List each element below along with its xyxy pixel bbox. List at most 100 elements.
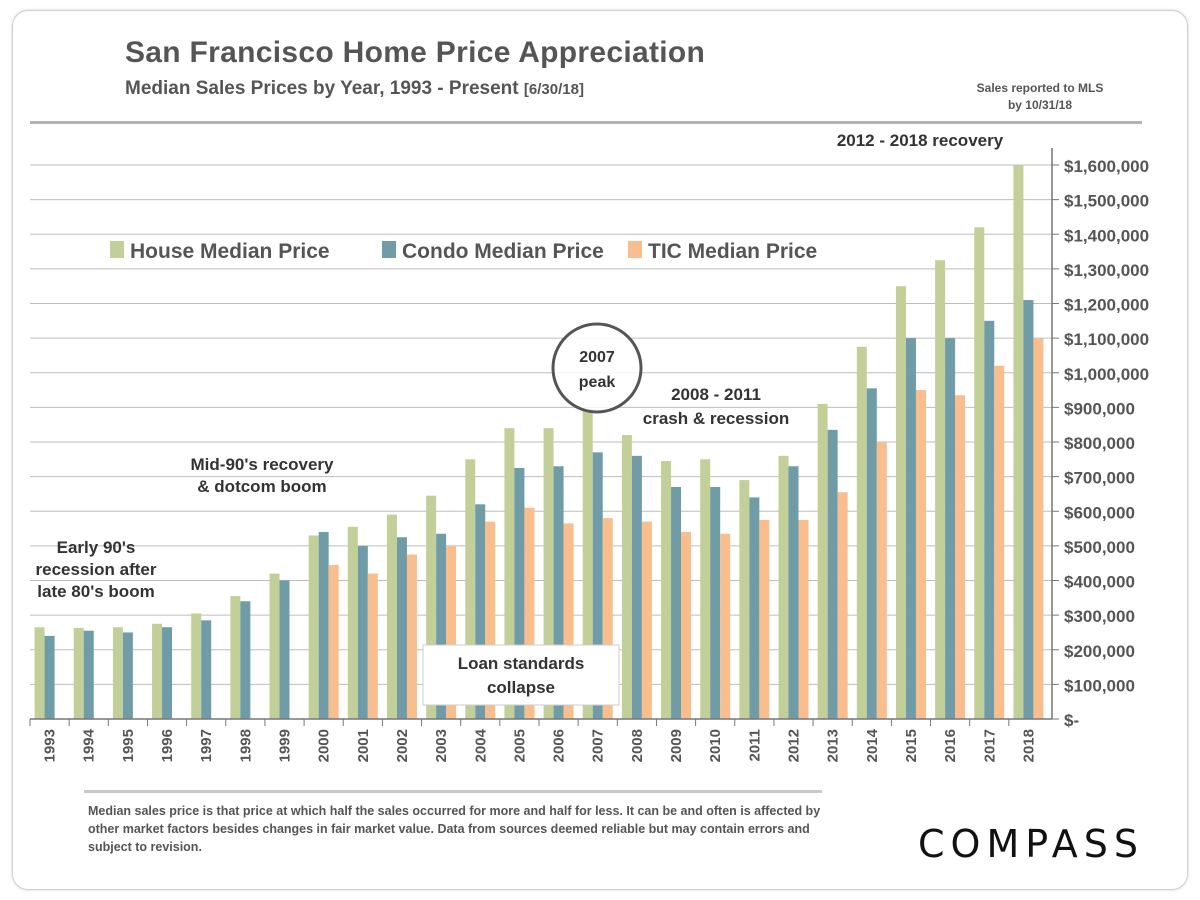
x-tick-label: 2011 <box>746 729 763 762</box>
x-tick-label: 1993 <box>42 729 59 762</box>
bar-house-1998 <box>230 596 241 719</box>
bar-house-2012 <box>778 455 789 719</box>
bar-condo-2017 <box>984 320 995 719</box>
bar-condo-1999 <box>279 580 290 719</box>
x-tick-label: 1995 <box>120 729 137 762</box>
bar-condo-1997 <box>201 620 212 719</box>
bar-house-2001 <box>347 526 358 719</box>
x-tick-label: 1999 <box>277 729 294 762</box>
peak-circle <box>551 322 643 414</box>
y-tick-label: $- <box>1064 711 1079 730</box>
x-tick-label: 2016 <box>942 729 959 762</box>
x-tick-label: 2013 <box>825 729 842 762</box>
annotation-mid-90s: & dotcom boom <box>197 477 326 496</box>
annotation-loan-standards: collapse <box>487 678 555 697</box>
bar-condo-2009 <box>671 487 682 719</box>
bar-tic-2007 <box>602 518 613 719</box>
x-tick-label: 1998 <box>237 729 254 762</box>
bar-tic-2008 <box>641 521 652 719</box>
x-tick-label: 2009 <box>668 729 685 762</box>
y-tick-label: $500,000 <box>1064 538 1135 557</box>
bar-tic-2004 <box>485 521 496 719</box>
y-tick-label: $900,000 <box>1064 399 1135 418</box>
legend-label: Condo Median Price <box>402 240 604 263</box>
bar-house-2015 <box>895 286 906 719</box>
bar-tic-2016 <box>955 395 966 719</box>
bar-house-1993 <box>34 627 45 719</box>
as-of-date: [6/30/18] <box>523 81 584 98</box>
bar-tic-2002 <box>406 554 417 719</box>
x-tick-label: 2014 <box>864 728 881 762</box>
x-tick-label: 2003 <box>433 729 450 762</box>
bar-tic-2010 <box>720 533 731 719</box>
bar-tic-2003 <box>446 545 457 719</box>
compass-logo: COMPASS <box>918 822 1144 866</box>
y-tick-label: $300,000 <box>1064 607 1135 626</box>
subtitle-text: Median Sales Prices by Year, 1993 - Pres… <box>125 78 519 99</box>
y-tick-label: $1,600,000 <box>1064 157 1149 176</box>
bar-house-1999 <box>269 573 280 719</box>
y-tick-label: $400,000 <box>1064 573 1135 592</box>
bar-house-2003 <box>426 495 437 719</box>
y-tick-label: $1,000,000 <box>1064 365 1149 384</box>
bar-house-1995 <box>112 627 123 719</box>
annotation-mid-90s: Mid-90's recovery <box>191 455 334 474</box>
y-tick-label: $1,500,000 <box>1064 192 1149 211</box>
annotation-loan-standards: Loan standards <box>458 654 585 673</box>
chart-subtitle: Median Sales Prices by Year, 1993 - Pres… <box>125 78 584 100</box>
bar-house-2014 <box>856 346 867 719</box>
bar-house-2011 <box>739 480 750 719</box>
bar-house-2006 <box>543 428 554 719</box>
x-tick-label: 1997 <box>198 729 215 762</box>
bar-house-2002 <box>386 514 397 719</box>
annotation-crash: 2008 - 2011 <box>671 385 761 404</box>
bar-condo-2006 <box>553 466 564 719</box>
bar-condo-2015 <box>905 338 916 719</box>
bar-tic-2012 <box>798 519 809 719</box>
bar-house-2007 <box>582 409 593 719</box>
legend-label: House Median Price <box>130 240 330 263</box>
bar-condo-2007 <box>592 452 603 719</box>
annotation-early-90s: Early 90's <box>57 538 136 557</box>
bar-condo-2000 <box>318 532 329 719</box>
bar-condo-2011 <box>749 497 760 719</box>
x-tick-label: 2017 <box>981 729 998 762</box>
footer-divider <box>84 790 822 793</box>
y-tick-label: $1,200,000 <box>1064 296 1149 315</box>
chart-card <box>12 10 1188 890</box>
bar-condo-2001 <box>357 545 368 719</box>
loan-standards-box <box>422 644 620 706</box>
footer-disclaimer: Median sales price is that price at whic… <box>88 804 821 854</box>
bar-condo-2012 <box>788 466 799 719</box>
x-tick-label: 2010 <box>707 729 724 762</box>
y-tick-label: $100,000 <box>1064 676 1135 695</box>
bar-condo-2005 <box>514 467 525 719</box>
bar-condo-2018 <box>1023 300 1034 719</box>
bar-house-1994 <box>73 627 84 719</box>
x-tick-label: 2004 <box>472 728 489 762</box>
legend-label: TIC Median Price <box>648 240 817 263</box>
bar-house-2008 <box>621 435 632 719</box>
x-tick-label: 2002 <box>394 729 411 762</box>
bar-tic-2001 <box>367 573 378 719</box>
x-tick-label: 2007 <box>590 729 607 762</box>
bar-tic-2006 <box>563 523 574 719</box>
x-tick-label: 2006 <box>551 729 568 762</box>
bar-house-2018 <box>1013 165 1024 719</box>
bar-house-2004 <box>465 459 476 719</box>
x-tick-label: 2012 <box>786 729 803 762</box>
y-tick-label: $600,000 <box>1064 503 1135 522</box>
sales-note: Sales reported to MLS by 10/31/18 <box>940 80 1140 114</box>
legend-swatch <box>110 241 124 258</box>
bar-tic-2000 <box>328 564 339 719</box>
bar-house-2005 <box>504 428 515 719</box>
bar-condo-1996 <box>162 627 173 719</box>
bar-condo-2003 <box>436 533 447 719</box>
y-tick-label: $800,000 <box>1064 434 1135 453</box>
bar-tic-2011 <box>759 519 770 719</box>
bar-condo-1995 <box>122 632 133 719</box>
legend-swatch <box>382 241 396 258</box>
annotation-crash: crash & recession <box>643 409 789 428</box>
x-tick-label: 2000 <box>316 729 333 762</box>
